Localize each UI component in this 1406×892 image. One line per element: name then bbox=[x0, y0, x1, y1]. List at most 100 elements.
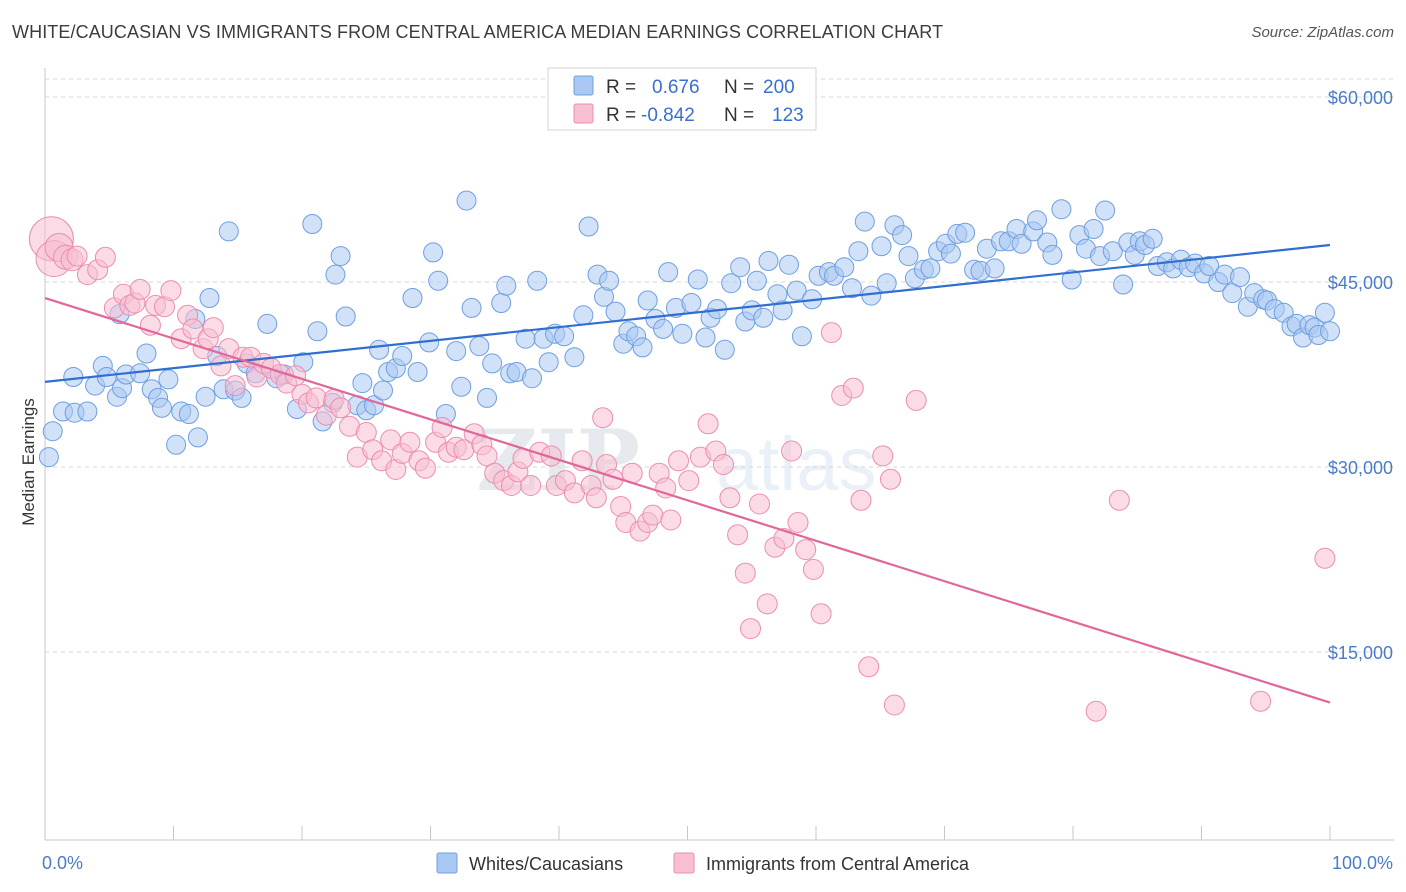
immigrant-point-96 bbox=[749, 493, 770, 515]
immigrant-point-95 bbox=[740, 618, 761, 640]
white-point-57 bbox=[423, 242, 444, 263]
white-point-19 bbox=[166, 434, 187, 455]
white-point-23 bbox=[187, 427, 208, 448]
immigrant-point-100 bbox=[781, 440, 803, 462]
white-point-84 bbox=[605, 301, 626, 322]
immigrant-point-59 bbox=[476, 445, 498, 467]
white-point-111 bbox=[786, 280, 807, 301]
top-legend: R = 0.676 N = 200 R = -0.842 N = 123 bbox=[547, 67, 817, 131]
white-point-33 bbox=[257, 313, 278, 334]
white-point-107 bbox=[758, 251, 779, 271]
legend-r-value-immigrants: -0.842 bbox=[641, 105, 695, 126]
white-point-153 bbox=[1095, 200, 1116, 221]
white-point-110 bbox=[779, 254, 799, 275]
legend-n-label-whites: N = bbox=[724, 77, 754, 98]
white-point-53 bbox=[392, 346, 413, 366]
white-point-25 bbox=[199, 288, 220, 308]
legend-n-label-immigrants: N = bbox=[724, 105, 754, 126]
immigrant-point-109 bbox=[858, 656, 880, 678]
immigrant-point-107 bbox=[842, 377, 864, 399]
white-point-21 bbox=[178, 404, 199, 424]
white-point-106 bbox=[753, 307, 774, 328]
y-tick-labels: $15,000 $30,000 $45,000 $60,000 bbox=[1328, 88, 1393, 663]
white-point-78 bbox=[564, 347, 585, 368]
legend-r-value-whites: 0.676 bbox=[652, 77, 700, 98]
white-point-120 bbox=[854, 211, 875, 232]
immigrant-point-113 bbox=[905, 389, 927, 411]
white-point-172 bbox=[1230, 267, 1250, 288]
white-point-64 bbox=[469, 336, 490, 357]
immigrant-point-112 bbox=[883, 694, 905, 716]
immigrant-point-117 bbox=[1314, 547, 1336, 569]
immigrant-point-110 bbox=[872, 445, 894, 467]
white-point-73 bbox=[527, 270, 548, 291]
white-point-91 bbox=[653, 318, 674, 339]
immigrant-point-111 bbox=[880, 468, 901, 490]
white-point-105 bbox=[746, 270, 767, 291]
y-tick-label-3: $60,000 bbox=[1328, 88, 1393, 108]
white-point-39 bbox=[307, 321, 328, 342]
legend-n-value-whites: 200 bbox=[763, 77, 795, 98]
immigrant-point-17 bbox=[160, 280, 182, 302]
chart-title: WHITE/CAUCASIAN VS IMMIGRANTS FROM CENTR… bbox=[12, 22, 944, 42]
white-point-138 bbox=[984, 258, 1005, 279]
immigrant-point-89 bbox=[697, 413, 719, 435]
white-point-129 bbox=[920, 258, 941, 279]
immigrant-point-82 bbox=[642, 504, 664, 526]
white-point-148 bbox=[1061, 269, 1082, 290]
white-point-147 bbox=[1051, 199, 1072, 220]
immigrant-point-105 bbox=[820, 322, 842, 344]
white-point-123 bbox=[876, 273, 897, 294]
immigrant-point-116 bbox=[1250, 690, 1272, 712]
immigrant-point-99 bbox=[773, 528, 795, 549]
white-point-54 bbox=[402, 288, 423, 308]
bottom-legend-label-immigrants: Immigrants from Central America bbox=[706, 854, 970, 874]
immigrant-point-97 bbox=[756, 593, 778, 615]
immigrant-point-34 bbox=[285, 365, 307, 387]
white-point-65 bbox=[477, 387, 497, 408]
white-point-66 bbox=[482, 353, 503, 374]
white-point-88 bbox=[632, 337, 653, 358]
white-point-100 bbox=[714, 339, 735, 360]
white-point-89 bbox=[637, 290, 658, 311]
legend-r-label-immigrants: R = bbox=[606, 105, 636, 126]
white-point-146 bbox=[1042, 244, 1063, 265]
immigrant-point-20 bbox=[182, 318, 204, 340]
white-point-58 bbox=[428, 270, 449, 291]
white-point-155 bbox=[1113, 274, 1134, 295]
white-point-122 bbox=[871, 236, 892, 257]
white-point-95 bbox=[681, 293, 702, 313]
white-point-94 bbox=[672, 323, 693, 344]
series-layer bbox=[28, 190, 1340, 722]
x-tick-label-1: 100.0% bbox=[1332, 853, 1393, 873]
y-axis-label: Median Earnings bbox=[19, 398, 38, 526]
white-point-18 bbox=[158, 369, 179, 390]
white-point-154 bbox=[1102, 241, 1123, 262]
immigrant-point-87 bbox=[678, 470, 700, 492]
white-point-80 bbox=[578, 216, 599, 237]
chart-source: Source: ZipAtlas.com bbox=[1251, 24, 1394, 41]
legend-swatch-whites bbox=[573, 75, 594, 96]
white-point-62 bbox=[456, 190, 477, 211]
white-point-60 bbox=[446, 341, 467, 362]
immigrant-point-114 bbox=[1085, 700, 1107, 722]
white-point-160 bbox=[1142, 228, 1163, 249]
y-tick-label-1: $30,000 bbox=[1328, 458, 1393, 478]
white-point-28 bbox=[218, 221, 239, 242]
white-point-63 bbox=[461, 297, 482, 318]
white-point-96 bbox=[687, 269, 708, 290]
immigrant-point-103 bbox=[802, 558, 824, 580]
immigrant-point-93 bbox=[727, 524, 749, 546]
white-point-72 bbox=[522, 368, 542, 389]
legend-swatch-immigrants bbox=[573, 103, 594, 124]
white-point-79 bbox=[573, 305, 594, 326]
white-point-118 bbox=[842, 278, 862, 299]
white-point-42 bbox=[325, 264, 346, 285]
immigrant-point-101 bbox=[787, 512, 809, 533]
white-point-134 bbox=[955, 222, 976, 243]
white-point-1 bbox=[42, 421, 63, 442]
immigrant-point-49 bbox=[399, 431, 421, 453]
white-point-55 bbox=[407, 362, 428, 382]
x-tick-labels: 0.0% 100.0% bbox=[42, 853, 1393, 873]
